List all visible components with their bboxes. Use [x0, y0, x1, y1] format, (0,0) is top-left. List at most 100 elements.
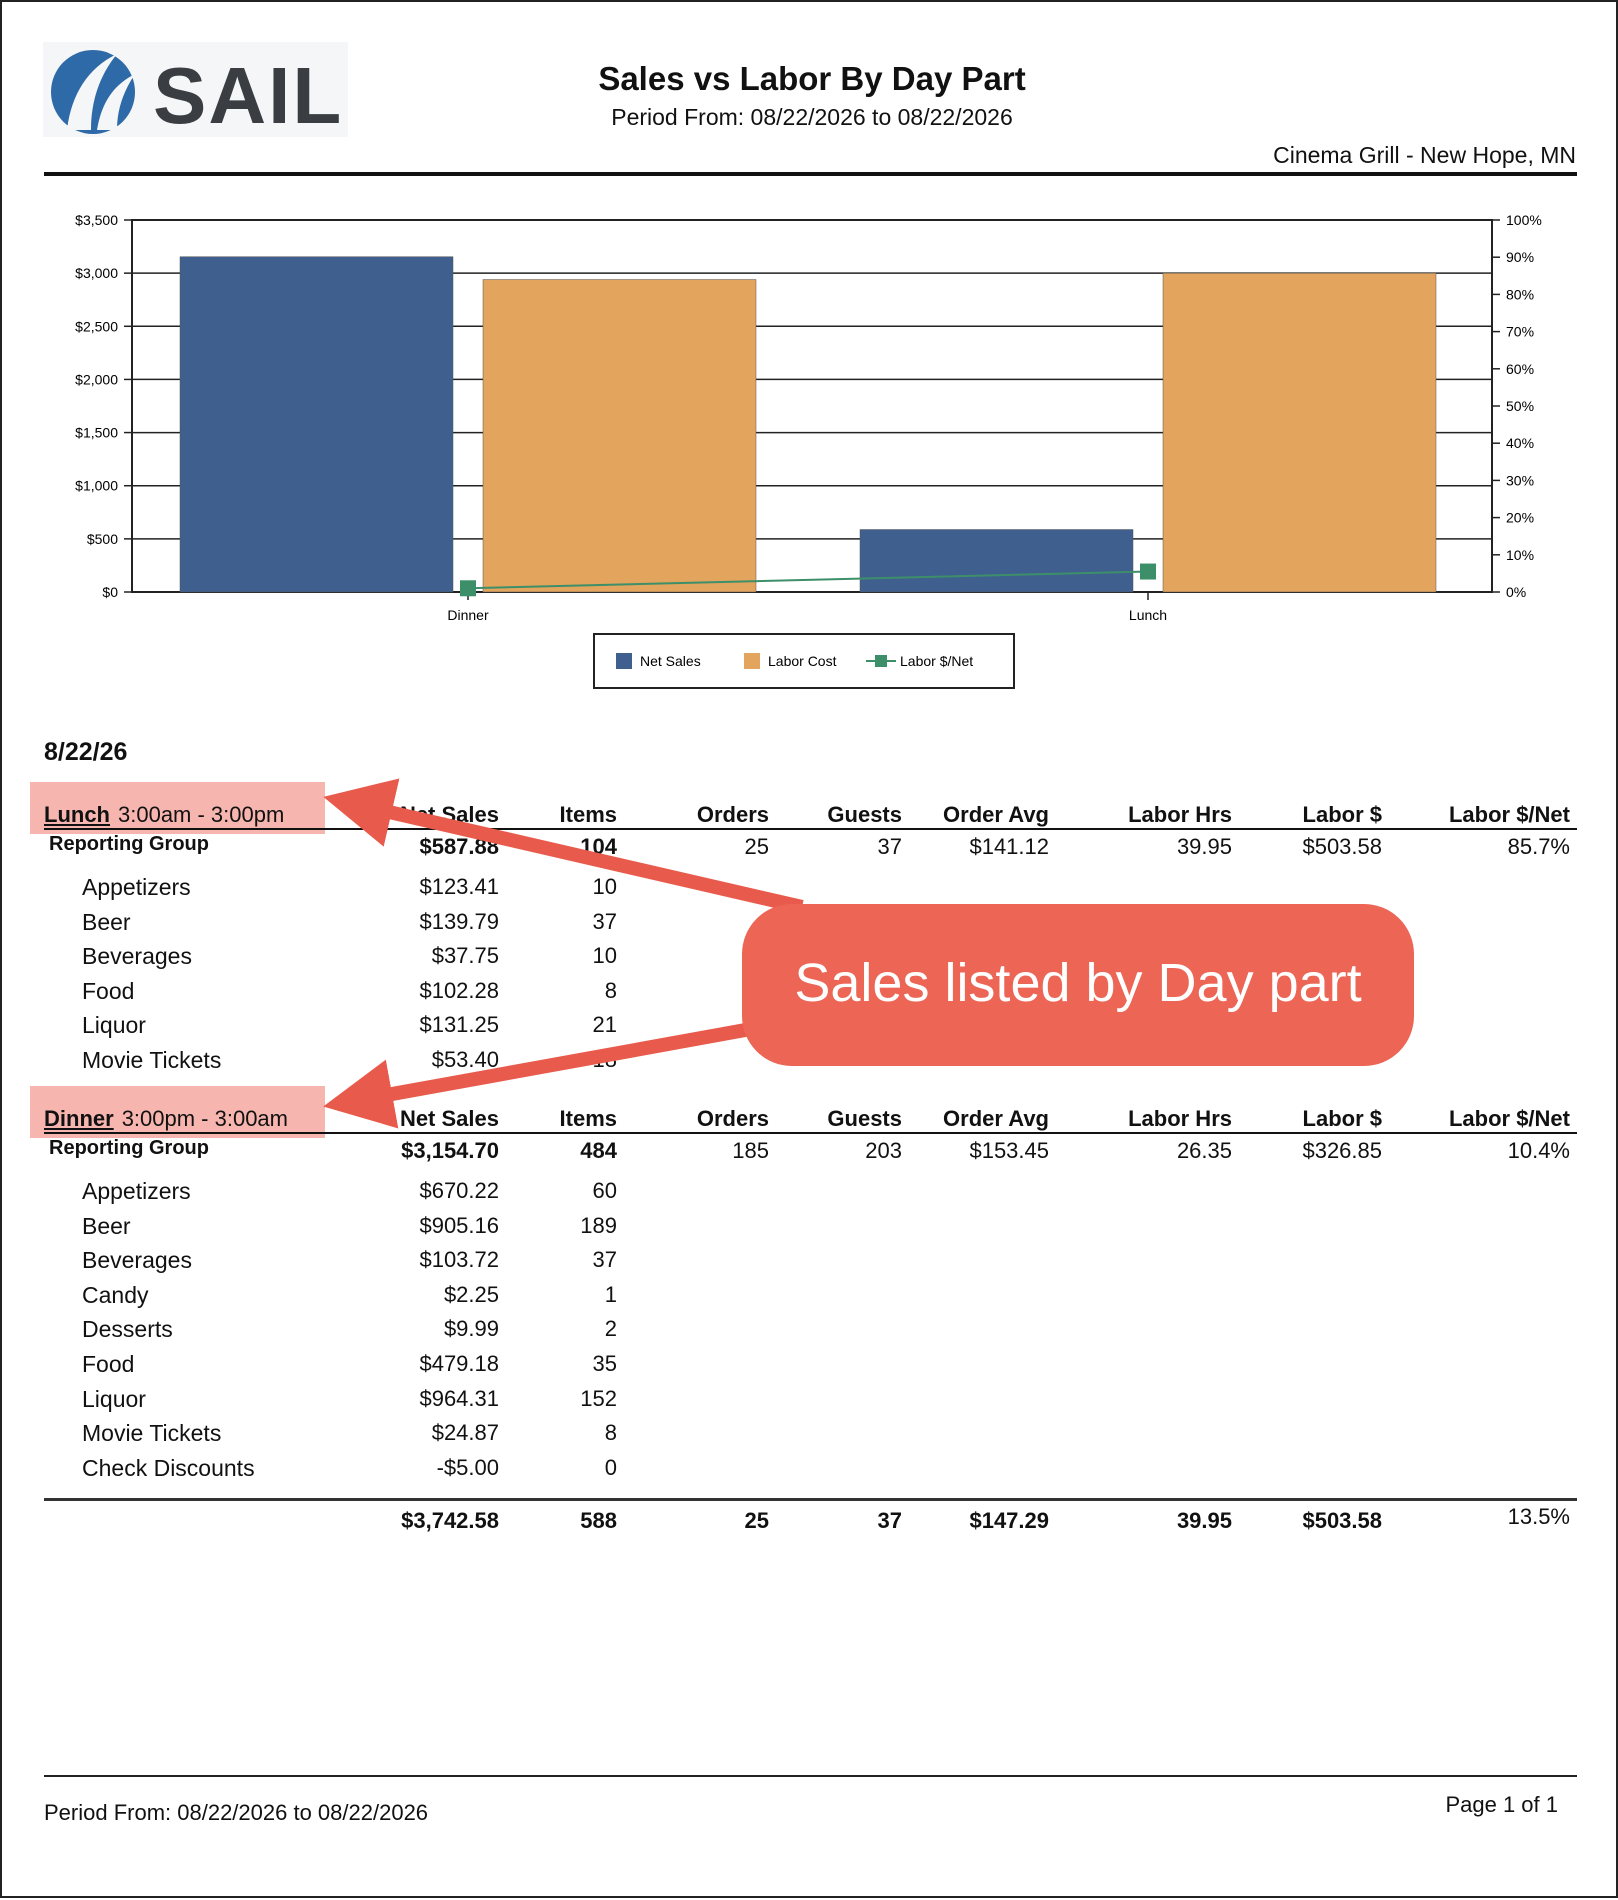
labor-pct-point: [460, 580, 476, 597]
labor-pct-line: [467, 570, 1149, 590]
y-tick-label: $500: [87, 531, 118, 547]
lunch-group-name: Appetizers: [82, 874, 191, 900]
header-divider: [44, 172, 1577, 176]
y2-tick-label: 60%: [1506, 361, 1534, 377]
grand-total-rule: [44, 1498, 1577, 1501]
y-tick-label: $1,500: [75, 425, 118, 441]
dinner-group-net-sales: $905.16: [419, 1212, 499, 1238]
lunch-group-items: 21: [592, 1012, 617, 1038]
y2-tick-label: 20%: [1506, 510, 1534, 526]
lunch-col-orders: Orders: [696, 802, 769, 827]
dinner-group-items: 152: [580, 1385, 617, 1411]
lunch-group-name: Beverages: [82, 943, 192, 970]
y-tick-label: $3,000: [75, 265, 118, 281]
dinner-col-orders: Orders: [696, 1106, 769, 1131]
grand-total-labor-pct: 13.5%: [1507, 1504, 1570, 1529]
net-sales-bar: [859, 529, 1134, 593]
lunch-name: Lunch: [44, 802, 110, 827]
lunch-group-net-sales: $139.79: [419, 908, 499, 934]
lunch-total-labor-pct: 85.7%: [1507, 834, 1570, 859]
lunch-group-name: Movie Tickets: [82, 1047, 222, 1073]
dinner-col-labor-hrs: Labor Hrs: [1128, 1106, 1232, 1131]
store-location: Cinema Grill - New Hope, MN: [1273, 142, 1576, 168]
lunch-col-items: Items: [559, 802, 617, 827]
dinner-group-net-sales: $479.18: [419, 1351, 499, 1376]
lunch-time: 3:00am - 3:00pm: [118, 802, 285, 827]
report-period: Period From: 08/22/2026 to 08/22/2026: [611, 104, 1013, 130]
footer-divider: [44, 1775, 1577, 1777]
grand-total-labor-dollars: $503.58: [1302, 1508, 1382, 1533]
dinner-group-name: Movie Tickets: [82, 1420, 222, 1447]
lunch-group-net-sales: $123.41: [419, 874, 499, 899]
sail-logo: SAIL: [43, 42, 348, 140]
dinner-group-name: Candy: [82, 1281, 149, 1308]
dinner-group-items: 189: [580, 1212, 617, 1238]
lunch-reporting-group-label: Reporting Group: [49, 833, 209, 855]
dinner-total-labor-pct: 10.4%: [1507, 1138, 1570, 1163]
dinner-total-items: 484: [580, 1138, 617, 1163]
dinner-total-order-avg: $153.45: [969, 1138, 1049, 1163]
sail-logo-icon: [51, 50, 135, 134]
legend-box: [593, 633, 1015, 689]
lunch-highlight: [30, 782, 325, 834]
legend-swatch: [616, 653, 632, 669]
y2-tick-label: 40%: [1506, 435, 1534, 451]
x-tick-label: Dinner: [447, 607, 489, 623]
dinner-col-order-avg: Order Avg: [943, 1106, 1049, 1131]
lunch-group-net-sales: $131.25: [419, 1012, 499, 1038]
lunch-group-name: Liquor: [82, 1012, 146, 1039]
dinner-daypart-header: Dinner 3:00pm - 3:00am: [44, 1106, 288, 1132]
lunch-col-order-avg: Order Avg: [943, 802, 1049, 827]
y2-tick-label: 90%: [1506, 249, 1534, 265]
y-tick-label: $2,500: [75, 318, 118, 334]
grand-total-guests: 37: [877, 1508, 902, 1533]
dinner-total-guests: 203: [865, 1138, 902, 1163]
labor-pct-point: [1140, 563, 1156, 580]
lunch-col-guests: Guests: [827, 802, 902, 827]
dinner-group-net-sales: $103.72: [419, 1247, 499, 1273]
dinner-group-name: Food: [82, 1351, 135, 1377]
dinner-group-net-sales: $9.99: [443, 1316, 499, 1342]
lunch-group-net-sales: $53.40: [431, 1047, 499, 1072]
labor-cost-bar: [1162, 272, 1437, 593]
lunch-group-net-sales: $102.28: [419, 977, 499, 1003]
x-tick-label: Lunch: [1129, 607, 1167, 623]
y2-tick-label: 50%: [1506, 398, 1534, 414]
y2-tick-label: 100%: [1506, 212, 1542, 228]
lunch-total-labor-dollars: $503.58: [1302, 834, 1382, 859]
dinner-col-net-sales: Net Sales: [399, 1106, 499, 1131]
lunch-group-items: 8: [604, 977, 617, 1003]
dinner-group-name: Liquor: [82, 1385, 146, 1412]
grand-total-orders: 25: [744, 1508, 769, 1533]
dinner-col-items: Items: [559, 1106, 617, 1131]
dinner-group-name: Desserts: [82, 1316, 173, 1343]
report-title: Sales vs Labor By Day Part: [598, 60, 1026, 97]
y2-tick-label: 10%: [1506, 547, 1534, 563]
lunch-group-name: Beer: [82, 908, 131, 935]
dinner-group-name: Check Discounts: [82, 1454, 255, 1481]
lunch-group-items: 10: [592, 874, 617, 899]
dinner-total-labor-hrs: 26.35: [1176, 1138, 1232, 1163]
lunch-col-labor-dollars: Labor $: [1302, 802, 1382, 827]
dinner-total-labor-dollars: $326.85: [1302, 1138, 1382, 1163]
dinner-highlight: [30, 1086, 325, 1138]
dinner-col-guests: Guests: [827, 1106, 902, 1131]
footer-period: Period From: 08/22/2026 to 08/22/2026: [44, 1800, 429, 1825]
dinner-group-name: Appetizers: [82, 1178, 191, 1204]
lunch-daypart-header: Lunch 3:00am - 3:00pm: [44, 802, 284, 828]
lunch-group-items: 37: [592, 908, 617, 934]
dinner-group-items: 60: [592, 1178, 617, 1203]
grand-total-net-sales: $3,742.58: [401, 1508, 499, 1533]
dinner-total-orders: 185: [732, 1138, 769, 1163]
y-tick-label: $1,000: [75, 478, 118, 494]
lunch-col-labor-hrs: Labor Hrs: [1128, 802, 1232, 827]
legend-swatch: [744, 653, 760, 669]
dinner-group-items: 37: [592, 1247, 617, 1273]
dinner-name: Dinner: [44, 1106, 114, 1131]
legend-label: Labor $/Net: [900, 653, 973, 669]
dinner-header-rule: [44, 1132, 1577, 1134]
legend-label: Labor Cost: [768, 653, 837, 669]
dinner-group-net-sales: $670.22: [419, 1178, 499, 1203]
dinner-group-items: 0: [604, 1454, 617, 1480]
